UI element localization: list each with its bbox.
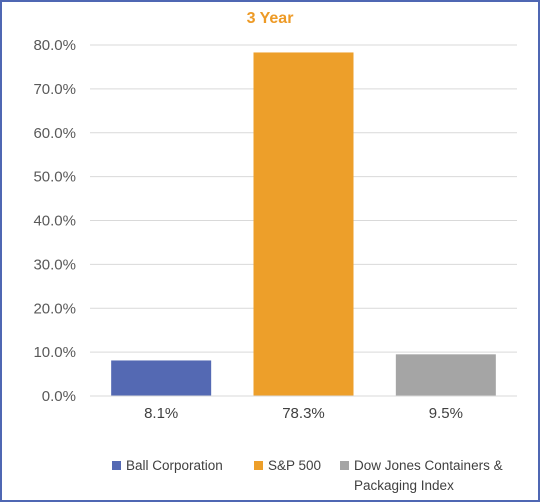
legend-label: S&P 500 (268, 458, 321, 473)
y-tick-label: 30.0% (33, 256, 76, 273)
y-tick-label: 70.0% (33, 81, 76, 98)
legend-swatch (340, 461, 349, 470)
bars (111, 52, 496, 397)
y-tick-label: 50.0% (33, 169, 76, 186)
data-label: 78.3% (282, 405, 325, 422)
legend-label: Dow Jones Containers & (354, 458, 503, 473)
legend-label: Packaging Index (354, 478, 454, 493)
y-tick-label: 60.0% (33, 125, 76, 142)
bar (253, 52, 354, 397)
legend-swatch (112, 461, 121, 470)
data-label: 8.1% (144, 405, 178, 422)
legend-swatch (254, 461, 263, 470)
y-tick-label: 20.0% (33, 300, 76, 317)
data-label: 9.5% (429, 405, 463, 422)
y-tick-label: 10.0% (33, 344, 76, 361)
y-axis-tick-labels: 0.0% 10.0% 20.0% 30.0% 40.0% 50.0% 60.0% 70.0% 8… (33, 37, 76, 405)
legend: Ball Corporation S&P 500 Dow Jones Contain… (112, 458, 503, 493)
legend-label: Ball Corporation (126, 458, 223, 473)
y-tick-label: 40.0% (33, 213, 76, 230)
bar (395, 354, 496, 396)
y-tick-label: 80.0% (33, 37, 76, 54)
bar (111, 360, 212, 396)
data-labels: 8.1% 78.3% 9.5% (144, 405, 463, 422)
chart-title: 3 Year (247, 10, 294, 27)
y-tick-label: 0.0% (42, 388, 76, 405)
